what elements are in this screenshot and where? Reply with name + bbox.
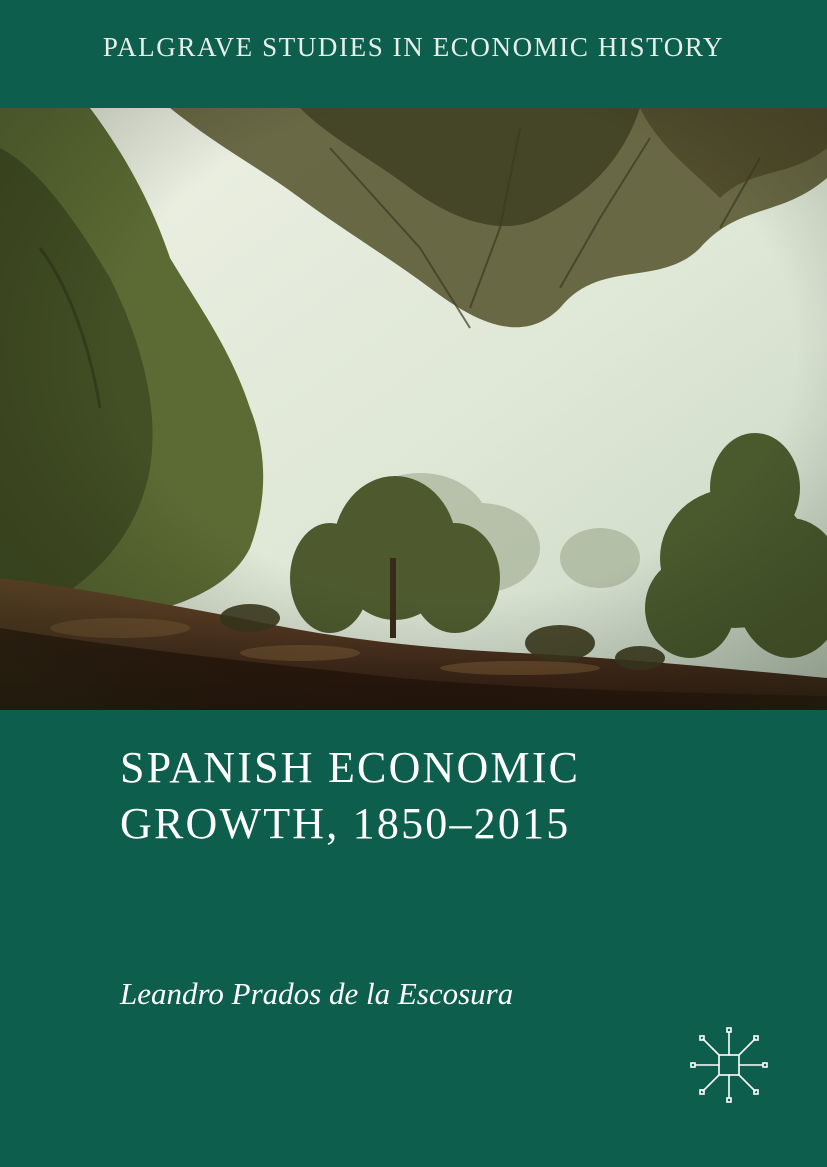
series-band: PALGRAVE STUDIES IN ECONOMIC HISTORY [0, 0, 827, 108]
book-title-line-1: SPANISH ECONOMIC [120, 743, 581, 792]
author-name: Leandro Prados de la Escosura [120, 976, 514, 1011]
cover-photo [0, 108, 827, 710]
series-title: PALGRAVE STUDIES IN ECONOMIC HISTORY [102, 32, 725, 62]
book-title: SPANISH ECONOMIC GROWTH, 1850–2015 [120, 740, 780, 852]
book-title-line-2: GROWTH, 1850–2015 [120, 799, 571, 848]
palgrave-logo-icon [690, 1027, 768, 1103]
